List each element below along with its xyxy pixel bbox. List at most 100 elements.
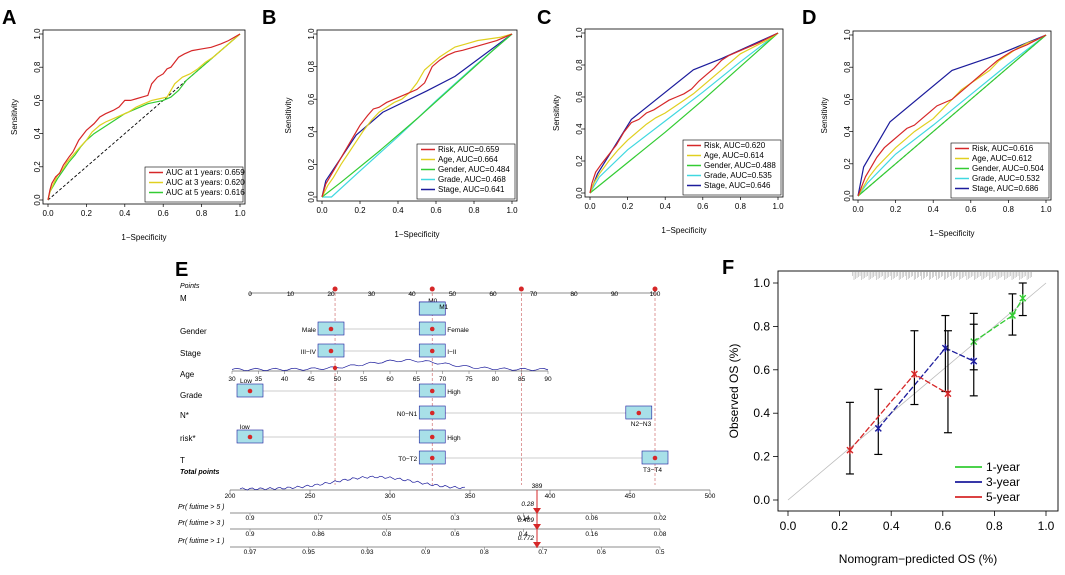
y-axis-title-c: Sensitivity [552, 95, 561, 131]
total-marker-label: 389 [532, 483, 543, 490]
roc-curve-b [322, 33, 513, 198]
category-label: Low [240, 378, 252, 385]
age-density-curve [231, 359, 549, 371]
calibration-point [944, 389, 952, 398]
age-tick-label: 70 [439, 376, 447, 383]
calibration-line [877, 347, 975, 429]
prob-tick-label: 0.8 [480, 549, 489, 556]
legend-entry-f: 3-year [986, 475, 1020, 489]
x-tick-label-f: 0.0 [780, 519, 797, 533]
prob-tick-label: 0.08 [654, 531, 667, 538]
nomogram-row-label: Age [180, 370, 195, 379]
prob-tick-label: 0.9 [421, 549, 430, 556]
legend-entry-a: AUC at 1 years: 0.659 [166, 168, 245, 177]
plot-frame-f [777, 270, 1059, 512]
x-tick-label-d: 0.0 [852, 205, 864, 214]
y-tick-label-c: 0.6 [575, 91, 584, 103]
plot-frame-a [42, 29, 246, 205]
category-marker [429, 434, 435, 440]
x-tick-label-d: 0.6 [965, 205, 977, 214]
points-tick-label: 30 [368, 291, 376, 298]
x-tick-label-f: 0.4 [883, 519, 900, 533]
prob-row-label: Pr( futime > 3 ) [178, 520, 224, 527]
category-label: M1 [439, 304, 448, 311]
x-axis-title-a: 1−Specificity [121, 233, 166, 242]
roc-curve-c [589, 32, 779, 194]
x-tick-label-d: 0.2 [890, 205, 902, 214]
legend-entry-c: Age, AUC=0.614 [704, 151, 764, 160]
y-tick-label-f: 0.8 [753, 319, 770, 333]
prob-tick-label: 0.6 [450, 531, 459, 538]
roc-curve-c [589, 32, 779, 194]
category-label: High [447, 435, 461, 442]
x-tick-label-a: 0.8 [196, 209, 208, 218]
category-label: Female [447, 327, 469, 334]
legend-entry-c: Stage, AUC=0.646 [704, 181, 771, 190]
prob-tick-label: 0.86 [312, 531, 325, 538]
y-tick-label-b: 1.0 [307, 28, 316, 40]
y-tick-label-b: 0.2 [307, 158, 316, 170]
y-tick-label-d: 0.4 [843, 125, 852, 137]
total-tick-label: 400 [545, 493, 556, 500]
total-tick-label: 300 [385, 493, 396, 500]
age-tick-label: 60 [386, 376, 394, 383]
total-density-curve [239, 475, 466, 491]
x-tick-label-c: 0.0 [584, 202, 596, 211]
total-tick-label: 450 [625, 493, 636, 500]
prob-tick-label: 0.3 [450, 515, 459, 522]
legend-box-d [950, 142, 1050, 199]
calibration-point [846, 446, 854, 455]
y-tick-label-a: 0.4 [33, 127, 42, 139]
y-tick-label-c: 0.2 [575, 155, 584, 167]
y-axis-title-b: Sensitivity [284, 97, 293, 133]
legend-entry-a: AUC at 3 years: 0.620 [166, 178, 245, 187]
legend-entry-c: Gender, AUC=0.488 [704, 161, 776, 170]
points-tick-label: 50 [449, 291, 457, 298]
roc-chart-b: 0.00.0 0.2 0.2 0.4 0.4 0.6 0.6 0.8 0.8 1.0 1.0 1−Sp… [284, 28, 518, 239]
x-tick-label-c: 0.8 [735, 202, 747, 211]
x-axis-title-b: 1−Specificity [394, 230, 439, 239]
y-tick-label-f: 0.2 [753, 450, 770, 464]
y-tick-label-d: 0.6 [843, 93, 852, 105]
nomogram-row-label: Stage [180, 349, 201, 358]
prob-tick-label: 0.7 [314, 515, 323, 522]
y-tick-label-d: 0.2 [843, 158, 852, 170]
nomogram-row-label: Gender [180, 327, 207, 336]
age-tick-label: 30 [228, 376, 236, 383]
age-tick-label: 50 [334, 376, 342, 383]
roc-curve-b [321, 33, 513, 198]
y-axis-title-f: Observed OS (%) [727, 344, 741, 439]
y-tick-label-f: 1.0 [753, 276, 770, 290]
prob-tick-label: 0.02 [654, 515, 667, 522]
x-tick-label-b: 0.0 [316, 206, 328, 215]
roc-curve-b [321, 33, 513, 198]
x-tick-label-a: 0.6 [158, 209, 170, 218]
legend-entry-d: Grade, AUC=0.532 [972, 174, 1040, 183]
y-tick-label-c: 0.8 [575, 59, 584, 71]
points-tick-label: 60 [489, 291, 497, 298]
y-tick-label-f: 0.6 [753, 363, 770, 377]
panel-letter-e: E [175, 259, 188, 281]
prob-value: 0.28 [521, 501, 534, 508]
legend-entry-b: Gender, AUC=0.484 [438, 165, 510, 174]
legend-entry-b: Age, AUC=0.664 [438, 155, 498, 164]
y-tick-label-a: 0.6 [33, 94, 42, 106]
x-tick-label-f: 0.2 [831, 519, 848, 533]
category-label: I−II [447, 349, 456, 356]
category-marker [328, 348, 334, 354]
x-tick-label-a: 0.4 [119, 209, 131, 218]
category-label: low [240, 424, 250, 431]
nomogram-row-label: T [180, 456, 185, 465]
x-tick-label-f: 1.0 [1038, 519, 1055, 533]
y-tick-label-c: 1.0 [575, 27, 584, 39]
points-tick-label: 90 [611, 291, 619, 298]
roc-curve-b [321, 33, 513, 198]
y-tick-label-c: 0.4 [575, 123, 584, 135]
age-tick-label: 80 [492, 376, 500, 383]
category-marker [328, 326, 334, 332]
y-tick-label-a: 0.2 [33, 161, 42, 173]
x-axis-title-d: 1−Specificity [929, 229, 974, 238]
prob-value: 0.772 [518, 535, 535, 542]
